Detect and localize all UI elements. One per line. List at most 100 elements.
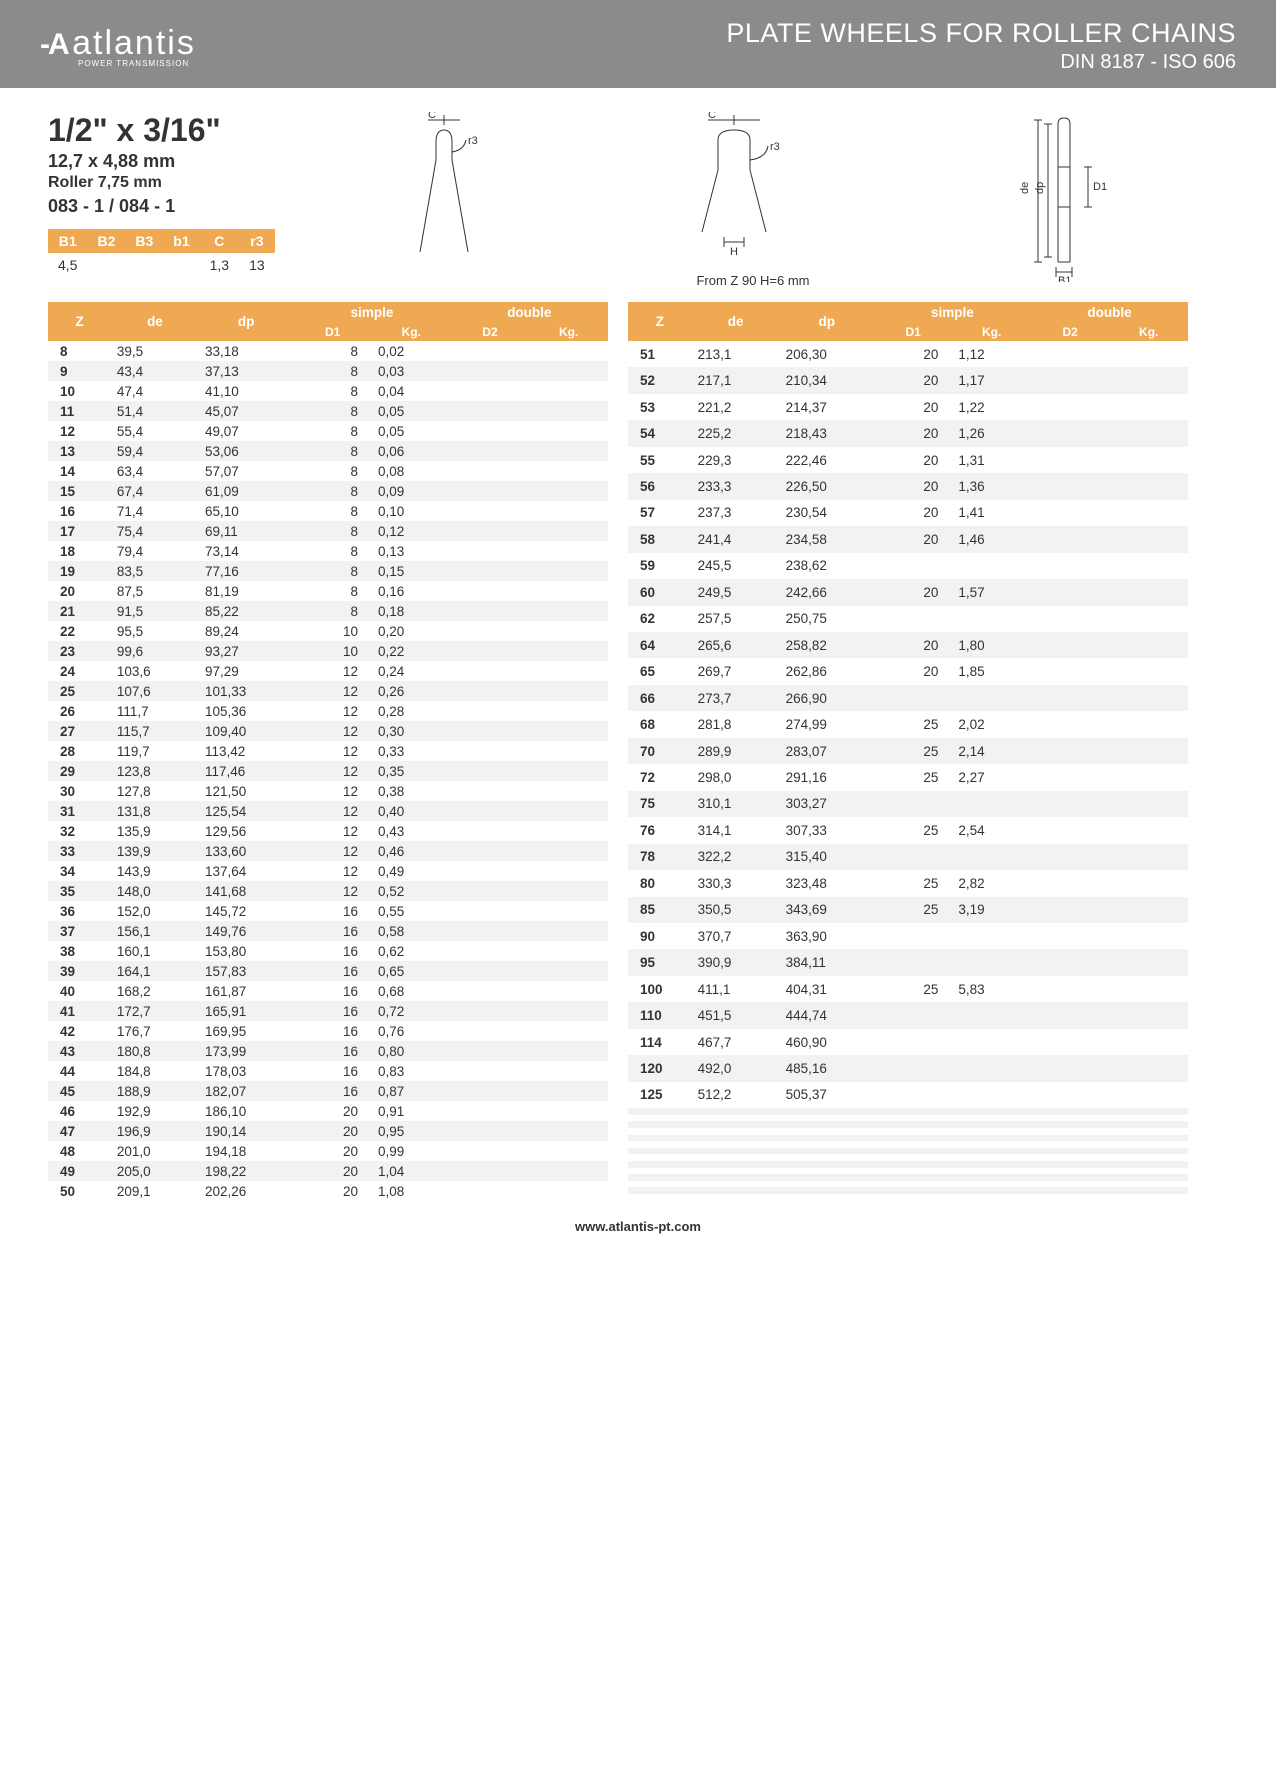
tables-row: Z de dp simple double D1 Kg. D2 Kg. 839,… (48, 302, 1228, 1201)
cell-d2 (451, 921, 530, 941)
table-row (628, 1168, 1188, 1175)
cell-de (692, 1148, 780, 1155)
small-td (125, 253, 163, 277)
cell-d2 (451, 441, 530, 461)
cell-kg2 (529, 841, 608, 861)
table-row: 1047,441,1080,04 (48, 381, 608, 401)
cell-de: 99,6 (111, 641, 199, 661)
table-row: 1463,457,0780,08 (48, 461, 608, 481)
cell-z: 50 (48, 1181, 111, 1201)
cell-kg2 (1109, 1121, 1188, 1128)
cell-kg2 (529, 1021, 608, 1041)
cell-de: 180,8 (111, 1041, 199, 1061)
logo-text: atlantis (72, 24, 196, 62)
cell-de: 111,7 (111, 701, 199, 721)
cell-z (628, 1174, 692, 1181)
cell-dp (780, 1141, 874, 1148)
table-row: 37156,1149,76160,58 (48, 921, 608, 941)
cell-d1: 8 (293, 341, 372, 361)
table-row (628, 1115, 1188, 1122)
diagram-side-profile: de dp D1 B1 (998, 112, 1138, 282)
cell-kg (952, 1055, 1031, 1081)
cell-d2 (1031, 1161, 1110, 1168)
cell-d2 (451, 721, 530, 741)
cell-kg2 (1109, 526, 1188, 552)
cell-dp: 363,90 (780, 923, 874, 949)
cell-z (628, 1168, 692, 1175)
cell-dp: 173,99 (199, 1041, 293, 1061)
svg-text:H: H (730, 246, 738, 258)
cell-d1 (874, 1194, 953, 1201)
cell-d2 (1031, 685, 1110, 711)
cell-z: 95 (628, 949, 692, 975)
cell-de: 168,2 (111, 981, 199, 1001)
cell-kg: 0,05 (372, 401, 451, 421)
cell-z: 10 (48, 381, 111, 401)
cell-d2 (1031, 1135, 1110, 1142)
cell-d2 (451, 821, 530, 841)
cell-d2 (451, 1061, 530, 1081)
small-td: 13 (239, 253, 275, 277)
cell-kg: 0,80 (372, 1041, 451, 1061)
cell-d1: 25 (874, 738, 953, 764)
cell-kg: 0,99 (372, 1141, 451, 1161)
cell-dp (780, 1174, 874, 1181)
cell-z: 125 (628, 1082, 692, 1108)
cell-z: 26 (48, 701, 111, 721)
cell-z: 18 (48, 541, 111, 561)
cell-kg2 (1109, 658, 1188, 684)
cell-kg: 1,31 (952, 447, 1031, 473)
cell-z: 17 (48, 521, 111, 541)
cell-de: 176,7 (111, 1021, 199, 1041)
cell-kg (952, 1135, 1031, 1142)
cell-dp: 283,07 (780, 738, 874, 764)
cell-d2 (1031, 367, 1110, 393)
table-row: 27115,7109,40120,30 (48, 721, 608, 741)
cell-z: 23 (48, 641, 111, 661)
cell-kg2 (529, 641, 608, 661)
cell-de: 79,4 (111, 541, 199, 561)
cell-d1 (874, 1154, 953, 1161)
cell-d2 (451, 1081, 530, 1101)
table-row: 75310,1303,27 (628, 791, 1188, 817)
cell-kg2 (529, 661, 608, 681)
cell-d1: 8 (293, 381, 372, 401)
cell-dp: 161,87 (199, 981, 293, 1001)
cell-d2 (451, 1101, 530, 1121)
table-row: 839,533,1880,02 (48, 341, 608, 361)
table-row: 44184,8178,03160,83 (48, 1061, 608, 1081)
cell-z: 45 (48, 1081, 111, 1101)
svg-text:dp: dp (1034, 182, 1046, 194)
cell-kg2 (1109, 1161, 1188, 1168)
cell-kg2 (1109, 711, 1188, 737)
cell-dp: 186,10 (199, 1101, 293, 1121)
cell-kg (952, 1128, 1031, 1135)
table-row: 34143,9137,64120,49 (48, 861, 608, 881)
cell-d1: 12 (293, 701, 372, 721)
cell-de: 83,5 (111, 561, 199, 581)
cell-de: 71,4 (111, 501, 199, 521)
cell-kg2 (529, 1001, 608, 1021)
cell-z (628, 1121, 692, 1128)
cell-de: 188,9 (111, 1081, 199, 1101)
cell-d1: 8 (293, 501, 372, 521)
cell-kg: 0,10 (372, 501, 451, 521)
cell-dp: 218,43 (780, 420, 874, 446)
cell-d2 (451, 341, 530, 361)
cell-d2 (1031, 1115, 1110, 1122)
cell-kg: 0,35 (372, 761, 451, 781)
cell-d2 (1031, 711, 1110, 737)
table-row: 57237,3230,54201,41 (628, 500, 1188, 526)
cell-kg2 (1109, 473, 1188, 499)
cell-z: 8 (48, 341, 111, 361)
col-d1: D1 (874, 323, 953, 341)
cell-d2 (1031, 870, 1110, 896)
cell-z: 85 (628, 897, 692, 923)
table-row (628, 1161, 1188, 1168)
cell-dp: 258,82 (780, 632, 874, 658)
table-row: 30127,8121,50120,38 (48, 781, 608, 801)
cell-d1: 16 (293, 1041, 372, 1061)
cell-d1: 10 (293, 641, 372, 661)
cell-d2 (1031, 764, 1110, 790)
spec-block: 1/2" x 3/16" 12,7 x 4,88 mm Roller 7,75 … (48, 112, 278, 277)
